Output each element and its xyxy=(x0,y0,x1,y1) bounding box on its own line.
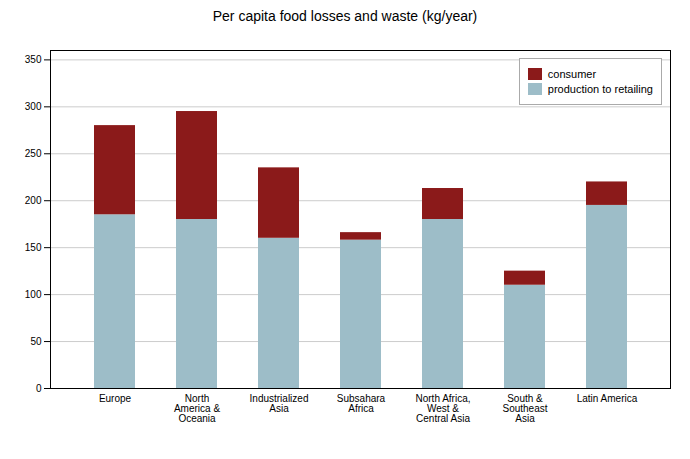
html-text:Per capita food losses and was: Per capita food losses and waste (kg/yea… xyxy=(212,8,478,24)
html-text:production to retailing: production to retailing xyxy=(547,83,653,95)
svg-text:50: 50 xyxy=(30,336,42,347)
svg-text:0: 0 xyxy=(36,383,42,394)
svg-text:300: 300 xyxy=(25,101,42,112)
svg-text:North Africa,West &Central Asi: North Africa,West &Central Asia xyxy=(415,393,470,424)
html-text:consumer: consumer xyxy=(547,68,597,80)
svg-text:100: 100 xyxy=(25,289,42,300)
svg-text:South &SoutheastAsia: South &SoutheastAsia xyxy=(502,393,547,424)
svg-text:IndustrializedAsia: IndustrializedAsia xyxy=(250,393,309,414)
svg-text:Europe: Europe xyxy=(99,393,132,404)
svg-text:250: 250 xyxy=(25,148,42,159)
svg-text:Latin America: Latin America xyxy=(577,393,638,404)
svg-text:350: 350 xyxy=(25,54,42,65)
svg-text:NorthAmerica &Oceania: NorthAmerica &Oceania xyxy=(174,393,220,424)
svg-text:SubsaharaAfrica: SubsaharaAfrica xyxy=(337,393,386,414)
svg-text:150: 150 xyxy=(25,242,42,253)
svg-text:200: 200 xyxy=(25,195,42,206)
